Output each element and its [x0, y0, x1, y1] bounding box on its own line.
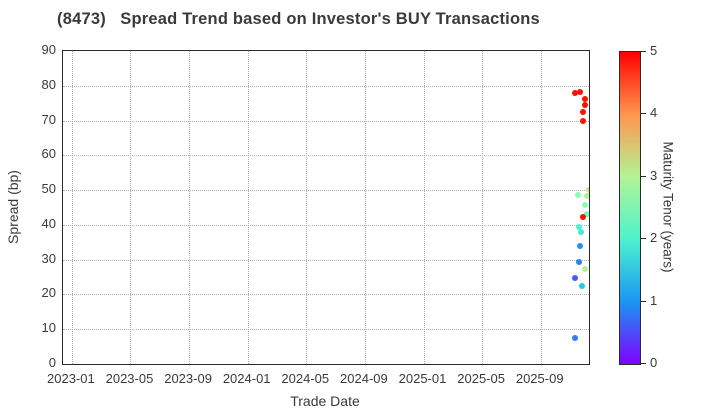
grid-line-y	[63, 259, 589, 261]
colorbar-tick	[641, 363, 646, 364]
colorbar-tick-label: 5	[650, 43, 658, 58]
x-tick-label: 2025-09	[515, 371, 564, 386]
data-point	[581, 95, 588, 102]
grid-line-x	[482, 51, 484, 364]
colorbar-tick	[641, 175, 646, 177]
data-point	[571, 275, 578, 282]
grid-line-y	[63, 329, 589, 331]
data-point	[576, 243, 583, 250]
data-point	[580, 108, 586, 115]
colorbar-tick	[641, 113, 646, 115]
x-tick-label: 2023-01	[47, 371, 95, 386]
colorbar-tick-label: 2	[650, 230, 658, 246]
x-tick-label: 2023-05	[105, 371, 154, 386]
grid-line-y	[63, 120, 589, 122]
x-tick-label: 2025-05	[457, 371, 505, 386]
grid-line-y	[63, 190, 589, 192]
data-point	[584, 192, 589, 199]
grid-line-x	[540, 51, 542, 364]
y-tick-label: 80	[41, 76, 56, 92]
grid-line-x	[71, 51, 73, 364]
data-point	[579, 283, 586, 290]
grid-line-y	[63, 224, 589, 226]
grid-line-x	[130, 51, 132, 364]
grid-line-x	[306, 51, 308, 364]
colorbar-tick-label: 4	[650, 105, 658, 121]
data-point	[576, 223, 583, 230]
y-tick-label: 70	[41, 111, 56, 127]
y-tick-label: 60	[41, 146, 56, 162]
y-tick-label: 40	[41, 215, 56, 231]
data-point	[582, 202, 589, 209]
grid-line-x	[423, 51, 425, 364]
data-point	[578, 228, 585, 235]
plot-area	[62, 50, 590, 365]
grid-line-y	[63, 155, 589, 157]
x-tick-label: 2025-01	[398, 371, 447, 386]
grid-line-y	[63, 85, 589, 87]
colorbar-tick-label: 1	[650, 292, 658, 308]
y-tick-label: 90	[41, 42, 56, 57]
data-point	[585, 187, 589, 194]
colorbar-tick-label: 3	[650, 167, 658, 183]
data-point	[575, 191, 582, 198]
data-point	[582, 266, 589, 273]
grid-line-x	[189, 51, 191, 364]
colorbar-title: Maturity Tenor (years)	[660, 141, 676, 273]
chart-title: (8473) Spread Trend based on Investor's …	[57, 10, 540, 28]
grid-line-y	[63, 294, 589, 296]
x-tick-label: 2024-05	[281, 371, 330, 386]
x-tick-label: 2024-09	[340, 371, 388, 386]
x-axis-title: Trade Date	[290, 393, 360, 409]
data-point	[577, 88, 584, 95]
x-tick-label: 2024-01	[222, 371, 271, 386]
data-point	[581, 101, 588, 108]
colorbar-tick	[641, 300, 646, 302]
colorbar-tick	[641, 238, 646, 240]
x-tick-label: 2023-09	[164, 371, 212, 386]
data-point	[572, 334, 579, 341]
y-tick-label: 20	[41, 285, 56, 301]
data-point	[572, 90, 579, 97]
colorbar-tick-label: 0	[650, 355, 658, 370]
colorbar	[619, 51, 641, 365]
grid-line-x	[364, 51, 366, 364]
y-tick-label: 30	[41, 250, 56, 266]
grid-line-x	[247, 51, 249, 364]
data-point	[576, 259, 583, 266]
colorbar-tick	[641, 51, 646, 52]
y-tick-label: 0	[48, 355, 56, 370]
data-point	[579, 117, 586, 124]
y-tick-label: 10	[41, 320, 56, 336]
y-tick-label: 50	[41, 181, 56, 197]
data-point	[580, 213, 587, 220]
